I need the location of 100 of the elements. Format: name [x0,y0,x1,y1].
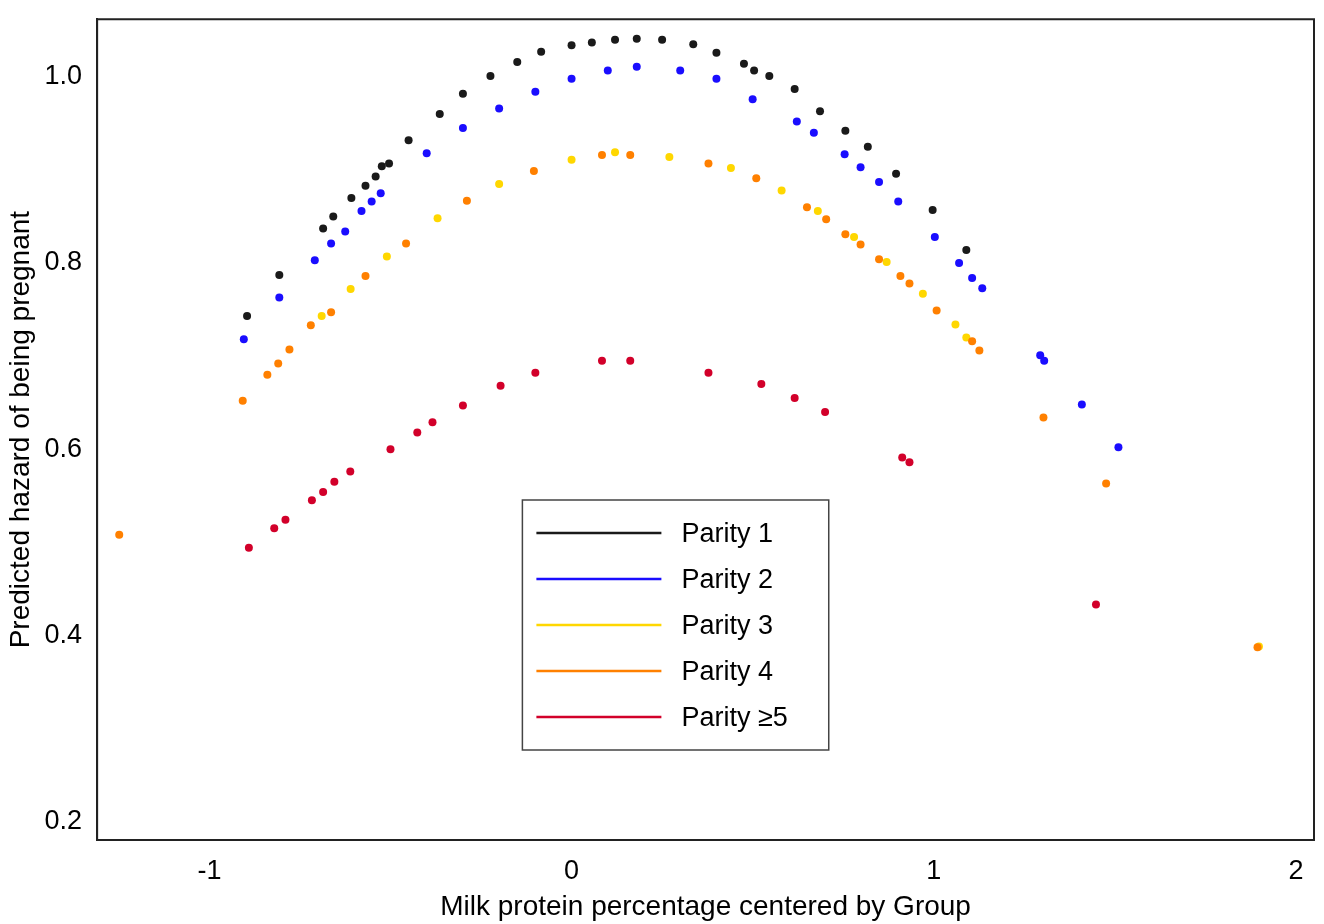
point [689,40,698,49]
point [404,136,413,145]
point [413,428,422,437]
point [905,279,914,288]
point [951,320,960,329]
point [274,359,283,368]
x-tick-label: 0 [564,854,580,885]
point [1039,413,1048,422]
point [486,71,495,80]
point [611,148,620,157]
y-tick-label: 0.2 [44,804,83,835]
point [704,368,713,377]
x-tick-label: -1 [197,854,222,885]
point [658,35,667,44]
point [882,258,891,267]
point [319,224,328,233]
point [850,232,859,241]
point [462,196,471,205]
point [275,293,284,302]
point [307,496,316,505]
point [1077,400,1086,409]
point [319,487,328,496]
point [841,126,850,135]
point [597,151,606,160]
point [875,255,884,264]
point [1036,351,1045,360]
point [632,62,641,71]
point [792,117,801,126]
point [863,142,872,151]
point [513,58,522,67]
point [357,206,366,215]
point [329,212,338,221]
point [757,380,766,388]
point [537,47,546,56]
point [665,152,674,161]
point [765,71,774,80]
legend-label: Parity ≥5 [681,702,788,733]
point [567,41,576,50]
point [531,368,540,377]
y-tick-label: 1.0 [44,60,83,91]
legend-label: Parity 3 [681,610,773,641]
legend-label: Parity 2 [681,564,773,595]
point [802,203,811,212]
point [330,477,339,486]
point [752,174,761,183]
point [898,453,907,462]
point [275,271,284,280]
point [495,104,504,113]
point [243,312,252,321]
point [626,356,635,365]
point [816,107,825,116]
point [115,530,124,539]
x-tick-label: 2 [1288,854,1304,885]
point [896,272,905,281]
point [376,189,385,198]
point [894,197,903,206]
point [726,164,735,173]
point [905,458,914,467]
point [458,401,467,410]
point [968,273,977,282]
point [327,239,336,248]
point [822,215,831,224]
point [840,150,849,159]
point [932,306,941,315]
point [1102,479,1111,488]
point [856,163,865,172]
point [809,128,818,137]
y-tick-label: 0.6 [44,432,83,463]
point [712,74,721,83]
point [712,48,721,57]
point [346,285,355,294]
point [626,151,635,160]
point [327,308,336,317]
point [433,214,442,223]
point [239,335,248,344]
point [597,356,606,365]
point [529,166,538,175]
point [918,289,927,298]
point [367,197,376,206]
point [930,232,939,241]
point [458,124,467,133]
point [777,186,786,195]
point [978,284,987,293]
point [495,179,504,188]
point [790,85,799,93]
y-axis-title: Predicted hazard of being pregnant [3,210,35,649]
point [531,87,540,96]
point [377,162,386,171]
point [361,272,370,281]
point [385,159,394,168]
point [1040,356,1049,365]
point [285,345,294,354]
legend-label: Parity 1 [681,518,773,549]
point [962,245,971,254]
point [587,38,596,47]
point [347,193,356,202]
point [281,515,290,524]
point [962,333,971,342]
point [955,259,964,268]
point [361,181,370,190]
